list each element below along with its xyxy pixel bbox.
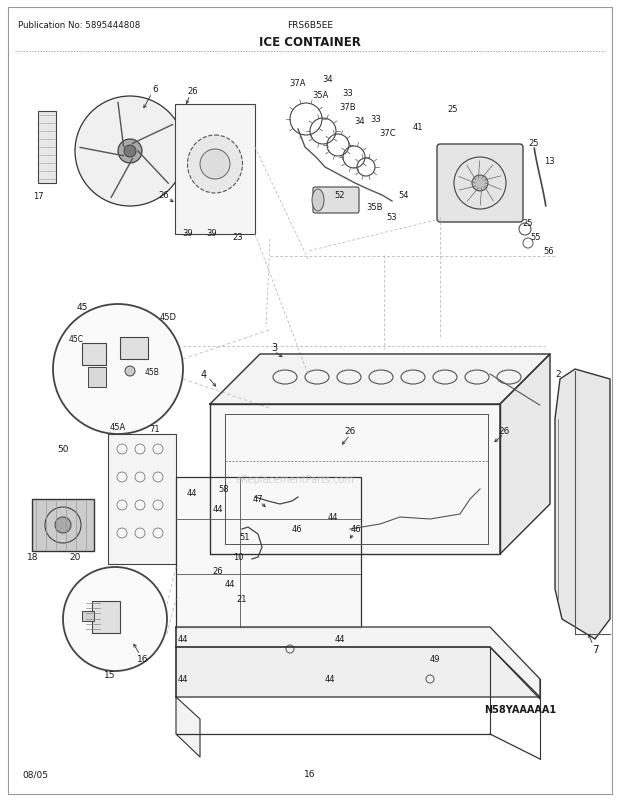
Text: 2: 2 [555, 370, 561, 379]
Ellipse shape [187, 136, 242, 194]
Text: 3: 3 [271, 342, 277, 353]
Text: 39: 39 [206, 229, 218, 237]
Text: 53: 53 [387, 213, 397, 222]
Text: 08/05: 08/05 [22, 770, 48, 779]
Bar [108, 435, 176, 565]
Polygon shape [500, 354, 550, 554]
Text: 44: 44 [325, 674, 335, 683]
Polygon shape [210, 404, 500, 554]
Text: 45A: 45A [110, 423, 126, 432]
Bar [82, 611, 94, 622]
Text: 16: 16 [137, 654, 149, 664]
Text: 23: 23 [232, 233, 243, 242]
Text: 26: 26 [213, 567, 223, 576]
Text: 25: 25 [529, 140, 539, 148]
Text: 26: 26 [159, 191, 169, 200]
Circle shape [118, 140, 142, 164]
Circle shape [63, 567, 167, 671]
Text: ICE CONTAINER: ICE CONTAINER [259, 35, 361, 48]
Bar [120, 338, 148, 359]
Text: Publication No: 5895444808: Publication No: 5895444808 [18, 21, 140, 30]
Text: 41: 41 [413, 124, 423, 132]
Bar [38, 111, 56, 184]
FancyBboxPatch shape [313, 188, 359, 214]
Bar [175, 105, 255, 235]
Text: 25: 25 [448, 105, 458, 115]
Text: 58: 58 [219, 485, 229, 494]
Text: 51: 51 [240, 533, 250, 542]
Text: 34: 34 [355, 117, 365, 127]
Polygon shape [176, 647, 540, 697]
Text: FRS6B5EE: FRS6B5EE [287, 21, 333, 30]
Text: 46: 46 [291, 525, 303, 534]
Text: 35B: 35B [367, 203, 383, 213]
Bar [176, 477, 361, 627]
Text: 56: 56 [544, 247, 554, 256]
Text: 13: 13 [544, 157, 554, 166]
Text: 44: 44 [187, 489, 197, 498]
Text: 49: 49 [430, 654, 440, 664]
Circle shape [53, 305, 183, 435]
Text: 44: 44 [178, 634, 188, 644]
Text: 52: 52 [335, 191, 345, 200]
Text: 26: 26 [344, 427, 356, 436]
Polygon shape [210, 354, 550, 404]
Text: 45: 45 [76, 303, 87, 312]
Circle shape [124, 146, 136, 158]
Text: eReplacementParts.com: eReplacementParts.com [236, 475, 355, 484]
Text: 16: 16 [304, 770, 316, 779]
Text: 20: 20 [69, 553, 81, 561]
Text: 39: 39 [183, 229, 193, 237]
Text: 45B: 45B [144, 368, 159, 377]
Text: 17: 17 [33, 192, 43, 200]
Bar [88, 367, 106, 387]
Polygon shape [176, 627, 540, 699]
Text: 44: 44 [178, 674, 188, 683]
Text: 46: 46 [351, 525, 361, 534]
Text: 26: 26 [498, 427, 510, 436]
Text: 47: 47 [253, 495, 264, 504]
Text: 45C: 45C [68, 335, 84, 344]
Text: N58YAAAAA1: N58YAAAAA1 [484, 704, 556, 714]
Text: 35A: 35A [312, 91, 328, 100]
Text: 34: 34 [322, 75, 334, 84]
Text: 44: 44 [224, 580, 235, 589]
Text: 6: 6 [152, 85, 158, 95]
Text: 37A: 37A [290, 79, 306, 88]
FancyBboxPatch shape [437, 145, 523, 223]
Ellipse shape [312, 190, 324, 212]
Text: 50: 50 [57, 445, 69, 454]
Bar [92, 602, 120, 634]
Text: 37B: 37B [340, 103, 356, 112]
Text: 44: 44 [213, 505, 223, 514]
Text: 55: 55 [531, 233, 541, 242]
Text: 15: 15 [104, 670, 116, 679]
Bar [82, 343, 106, 366]
Text: 25: 25 [523, 219, 533, 229]
Text: 45D: 45D [159, 313, 177, 322]
Circle shape [472, 176, 488, 192]
Text: 7: 7 [591, 644, 598, 654]
Text: 44: 44 [335, 634, 345, 644]
Text: 18: 18 [27, 553, 38, 561]
Circle shape [125, 367, 135, 376]
Polygon shape [176, 627, 200, 757]
Text: 10: 10 [232, 553, 243, 561]
Text: 4: 4 [201, 370, 207, 379]
Text: 54: 54 [399, 191, 409, 200]
Text: 26: 26 [188, 87, 198, 96]
Circle shape [55, 517, 71, 533]
Circle shape [75, 97, 185, 207]
Polygon shape [555, 370, 610, 639]
Text: 37C: 37C [379, 129, 396, 138]
Text: 33: 33 [343, 89, 353, 99]
Text: 33: 33 [371, 115, 381, 124]
Bar [32, 500, 94, 551]
Text: 44: 44 [328, 512, 339, 522]
Text: 71: 71 [149, 425, 161, 434]
Ellipse shape [200, 150, 230, 180]
Text: 21: 21 [237, 595, 247, 604]
